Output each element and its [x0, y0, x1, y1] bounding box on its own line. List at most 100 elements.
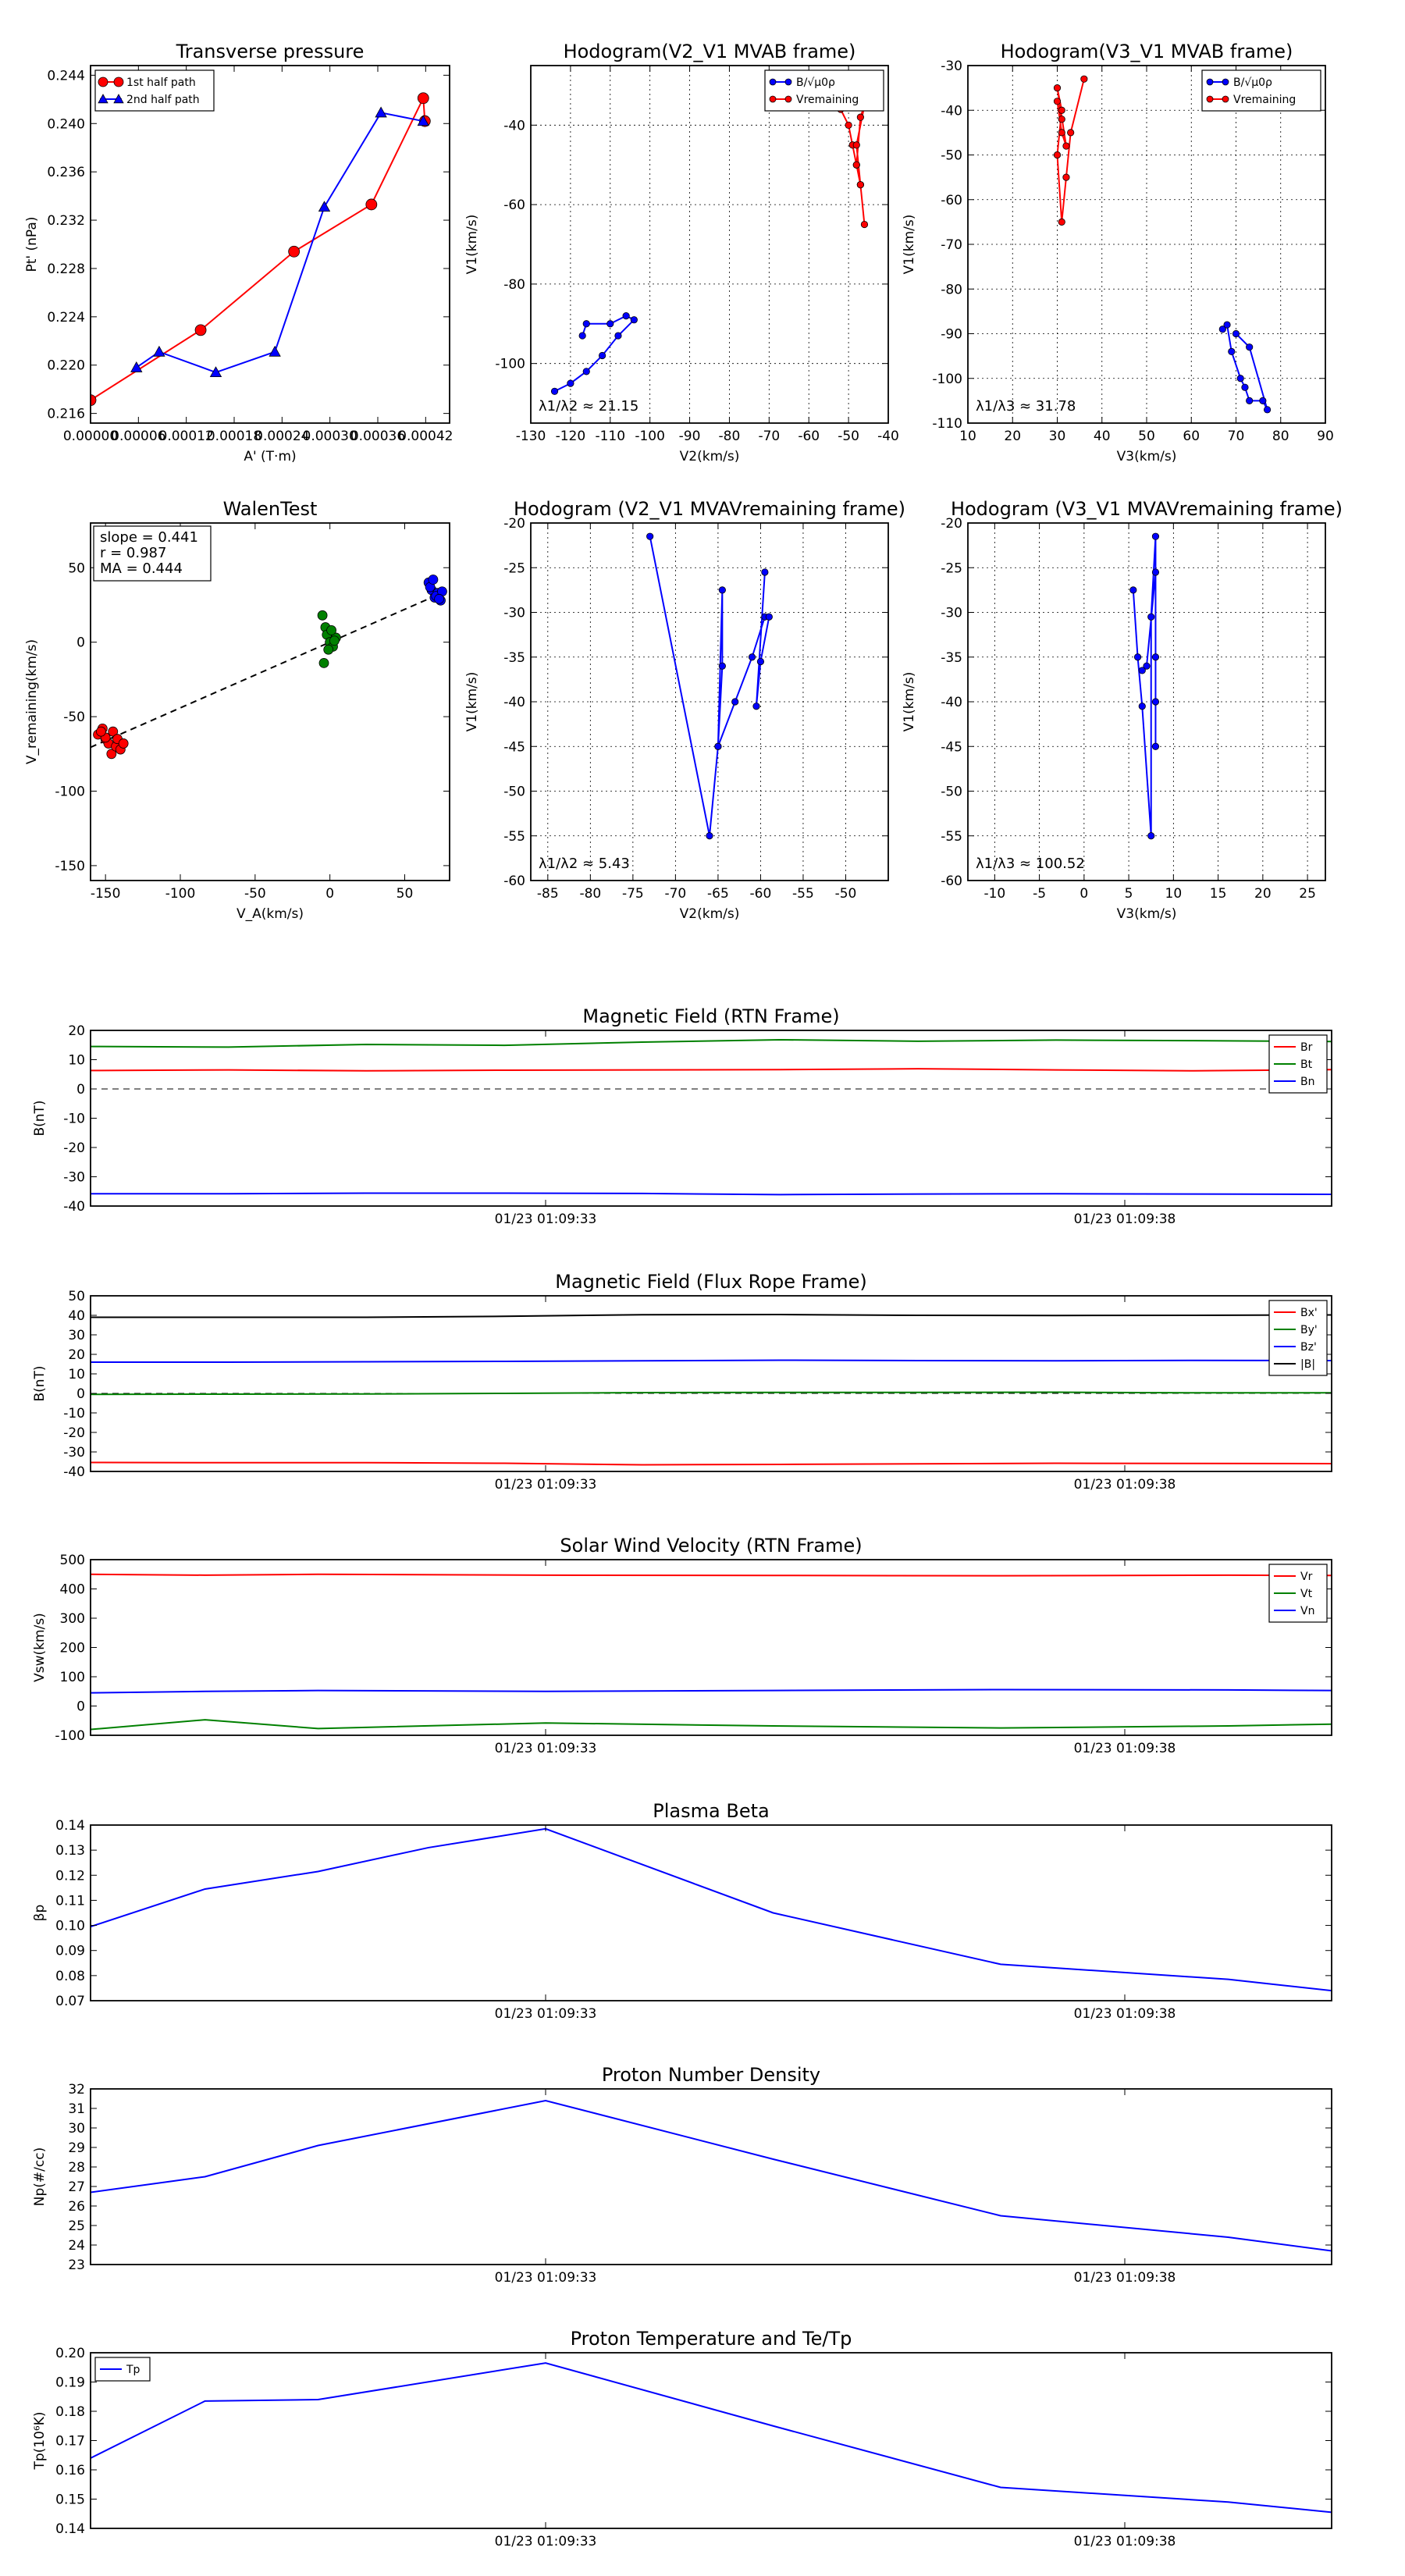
chart-title: WalenTest: [223, 498, 318, 520]
series-line-b-0: [1222, 322, 1268, 411]
data-point-vremaining: [1062, 142, 1070, 150]
data-point-b-0: [582, 368, 590, 375]
legend-frame: [764, 69, 884, 112]
legend-marker: [113, 76, 124, 87]
x-tick-label: 50: [397, 886, 414, 902]
data-point-2nd-half-path: [153, 345, 165, 357]
data-layer: [646, 532, 773, 840]
data-point-1st-half-path: [194, 324, 207, 336]
data-point-vremaining: [1062, 173, 1070, 181]
y-tick-label: -40: [941, 103, 962, 119]
data-point-1st-half-path: [365, 198, 378, 211]
plot-area: [91, 1030, 1332, 1206]
y-tick-label: 0.16: [55, 2463, 85, 2478]
data-point-b: [718, 662, 726, 670]
data-point-b-0: [606, 320, 614, 328]
x-axis-label: V2(km/s): [680, 449, 740, 464]
solar-wind-velocity-chart: 01/23 01:09:33 01/23 01:09:38 -100 0 100 200 3…: [32, 1535, 1332, 1756]
stats-line: r = 0.987: [100, 545, 166, 561]
data-point-vremaining: [1053, 84, 1062, 92]
y-tick-label: 0.11: [55, 1893, 85, 1909]
x-tick-label: 50: [1138, 429, 1155, 444]
y-axis-label: B(nT): [32, 1100, 48, 1136]
y-tick-label: 30: [68, 1328, 85, 1343]
y-tick-label: -30: [63, 1170, 85, 1186]
data-point-blue: [428, 575, 439, 585]
x-tick-label: 01/23 01:09:38: [1074, 1741, 1176, 1756]
x-tick-label: 01/23 01:09:33: [495, 2534, 597, 2549]
y-tick-label: -50: [941, 785, 962, 800]
y-tick-label: 0.15: [55, 2492, 85, 2508]
y-tick-label: 31: [68, 2101, 85, 2117]
legend-label: Vt: [1300, 1588, 1313, 1600]
data-point-b: [765, 613, 773, 621]
y-tick-label: -45: [503, 739, 525, 755]
x-tick-label: 01/23 01:09:33: [495, 2006, 597, 2022]
y-tick-label: 40: [68, 1308, 85, 1324]
x-tick-label: -60: [750, 886, 772, 902]
y-tick-label: 0.244: [47, 68, 85, 84]
data-point-vremaining: [1053, 98, 1062, 105]
data-point-b-0: [1236, 375, 1244, 382]
y-tick-label: -25: [503, 560, 525, 576]
x-tick-label: 90: [1317, 429, 1334, 444]
data-point-green: [323, 644, 334, 655]
data-point-b: [1143, 662, 1151, 670]
data-point-b: [748, 653, 756, 661]
x-tick-label: 0.00024: [254, 429, 309, 444]
y-tick-label: -25: [941, 560, 962, 576]
data-point-2nd-half-path: [269, 345, 281, 357]
legend: B/√μ0ρ Vremaining: [764, 69, 884, 112]
y-tick-label: -60: [503, 873, 525, 889]
data-point-b-0: [1246, 343, 1254, 351]
data-point-1st-half-path: [91, 394, 97, 406]
x-tick-label: 70: [1228, 429, 1245, 444]
series-line-bx: [91, 1461, 1332, 1466]
data-point-b-0: [1241, 383, 1249, 391]
y-axis-label: V1(km/s): [464, 672, 480, 732]
legend-marker: [784, 95, 792, 103]
legend-label: Tp: [126, 2364, 140, 2376]
y-axis-label: Pt' (nPa): [24, 217, 40, 272]
x-tick-label: -5: [1033, 886, 1046, 902]
data-point-b: [1147, 613, 1155, 621]
data-point-red: [106, 749, 117, 760]
y-tick-label: -55: [941, 829, 962, 845]
legend-label: Bz': [1300, 1341, 1317, 1354]
legend-marker: [113, 94, 124, 104]
legend-label: B/√μ0ρ: [1233, 76, 1272, 89]
data-point-b: [1133, 653, 1142, 661]
data-point-vremaining: [1058, 218, 1065, 226]
chart-title: Magnetic Field (Flux Rope Frame): [555, 1271, 866, 1293]
x-axis-label: A' (T·m): [244, 449, 296, 464]
series-line-vr: [91, 1573, 1332, 1577]
y-tick-label: 0.220: [47, 358, 85, 374]
chart-title: Proton Number Density: [602, 2064, 820, 2086]
data-layer: [91, 1313, 1332, 1466]
x-tick-label: 10: [1165, 886, 1183, 902]
y-tick-label: 0.228: [47, 262, 85, 277]
proton-number-density-chart: 01/23 01:09:33 01/23 01:09:38 23 24 25 26 27 28…: [32, 2064, 1332, 2286]
plot-frame: [90, 2088, 1332, 2265]
data-point-red: [118, 738, 129, 749]
y-tick-label: 0: [76, 1082, 85, 1098]
eigenvalue-ratio-annotation: λ1/λ3 ≈ 31.78: [976, 398, 1076, 415]
x-tick-label: 0.00018: [207, 429, 261, 444]
data-point-vremaining: [1058, 116, 1065, 123]
y-tick-label: 20: [68, 1347, 85, 1363]
chart-title: Solar Wind Velocity (RTN Frame): [560, 1535, 862, 1557]
chart-title: Hodogram(V3_V1 MVAB frame): [1001, 41, 1293, 62]
y-tick-label: 50: [68, 1289, 85, 1304]
y-tick-label: -40: [63, 1464, 85, 1480]
plot-frame: [530, 65, 889, 424]
legend-marker: [1206, 78, 1214, 86]
x-tick-label: 01/23 01:09:33: [495, 1212, 597, 1227]
series-line-by: [91, 1391, 1332, 1396]
y-axis-label: B(nT): [32, 1365, 48, 1401]
y-tick-label: -100: [495, 357, 525, 372]
y-tick-label: -70: [941, 237, 962, 253]
x-tick-label: -50: [838, 429, 859, 444]
legend-marker: [769, 78, 777, 86]
chart-title: Magnetic Field (RTN Frame): [582, 1005, 839, 1027]
x-tick-label: 0: [1080, 886, 1088, 902]
